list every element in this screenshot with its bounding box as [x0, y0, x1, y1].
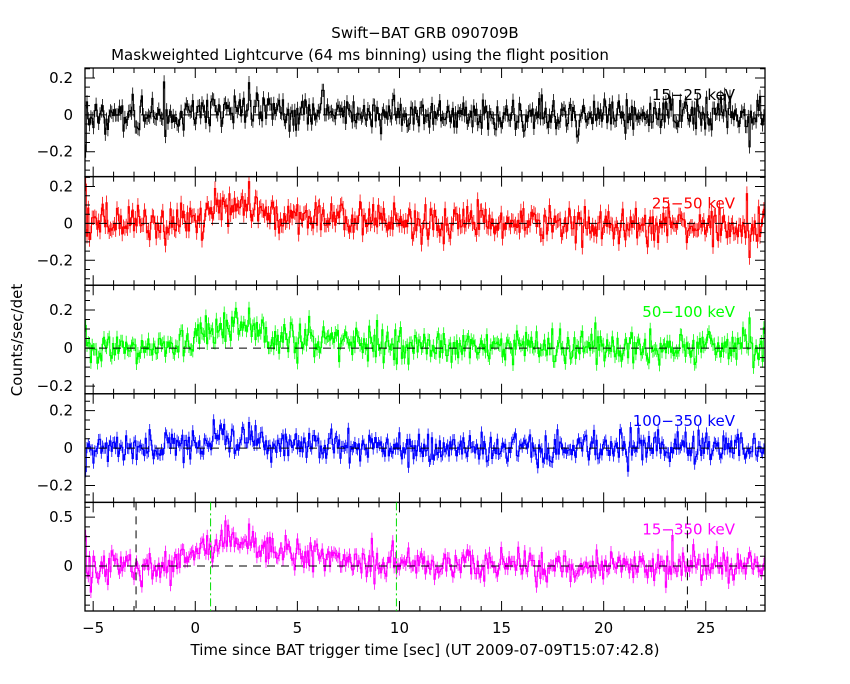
- y-tick-label: 0: [63, 106, 73, 124]
- y-tick-label: 0: [63, 214, 73, 232]
- y-tick-label: −0.2: [37, 251, 73, 269]
- energy-band-label: 100−350 keV: [633, 412, 736, 430]
- y-tick-label: −0.2: [37, 143, 73, 161]
- energy-band-label: 15−350 keV: [642, 520, 735, 538]
- x-tick-label: 10: [390, 619, 409, 637]
- energy-band-label: 15−25 keV: [652, 86, 736, 104]
- y-tick-label: 0: [63, 557, 73, 575]
- y-axis-label: Counts/sec/det: [8, 284, 26, 397]
- y-tick-label: −0.2: [37, 477, 73, 495]
- y-tick-label: 0: [63, 339, 73, 357]
- x-axis-label: Time since BAT trigger time [sec] (UT 20…: [190, 641, 660, 659]
- x-tick-label: 15: [492, 619, 511, 637]
- panel-2: 0.2 0 −0.2 50−100 keV: [37, 284, 766, 395]
- series-line: [85, 181, 766, 258]
- y-tick-label: 0: [63, 439, 73, 457]
- x-tick-label: 5: [293, 619, 303, 637]
- y-tick-label: 0.2: [49, 402, 73, 420]
- panel-1: 0.2 0 −0.2 25−50 keV: [37, 175, 766, 286]
- panel-0: 0.2 0 −0.2 15−25 keV: [37, 67, 766, 178]
- y-tick-label: −0.2: [37, 377, 73, 395]
- chart-subtitle: Maskweighted Lightcurve (64 ms binning) …: [111, 46, 609, 64]
- panel-3: 0.2 0 −0.2 100−350 keV: [37, 393, 766, 504]
- series-line: [85, 81, 766, 152]
- y-tick-label: 0.2: [49, 69, 73, 87]
- x-tick-label: −5: [82, 619, 104, 637]
- x-tick-label: 25: [696, 619, 715, 637]
- x-tick-label: 0: [190, 619, 200, 637]
- series-line: [85, 419, 766, 473]
- y-tick-label: 0.2: [49, 301, 73, 319]
- x-tick-label: 20: [594, 619, 613, 637]
- energy-band-label: 50−100 keV: [642, 303, 735, 321]
- series-line: [85, 520, 766, 593]
- series-line: [85, 307, 766, 369]
- panel-4: 0.5 0 15−350 keV −5 0 5 10 15 20 25: [49, 501, 766, 637]
- y-tick-label: 0.2: [49, 178, 73, 196]
- energy-band-label: 25−50 keV: [652, 195, 736, 213]
- chart-title: Swift−BAT GRB 090709B: [331, 24, 518, 42]
- y-tick-label: 0.5: [49, 508, 73, 526]
